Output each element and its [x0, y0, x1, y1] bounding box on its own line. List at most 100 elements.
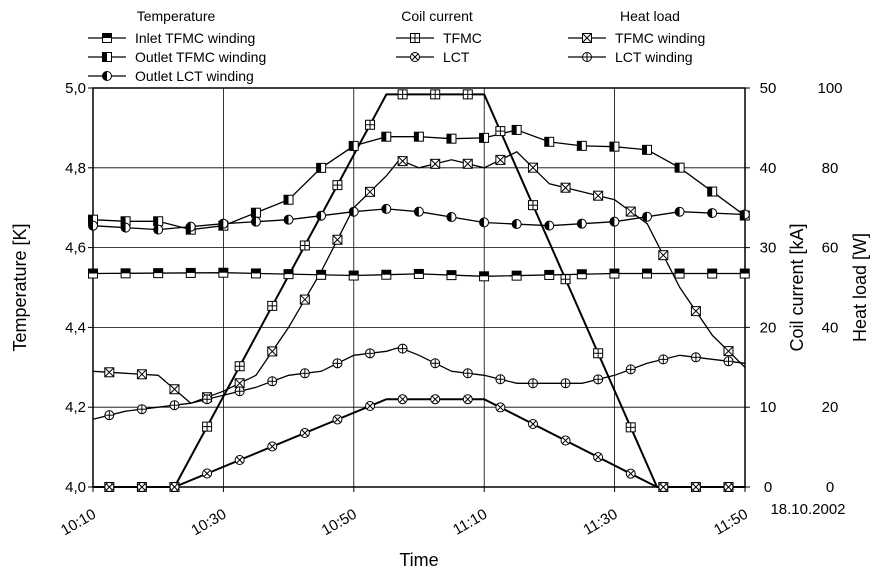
marker-inlet-tfmc-winding	[707, 268, 718, 279]
marker-lct	[397, 394, 408, 405]
x-tick-label: 10:50	[319, 506, 360, 539]
series-line-lct	[93, 398, 745, 488]
marker-inlet-tfmc-winding	[348, 270, 359, 281]
legend-label: Outlet LCT winding	[135, 68, 254, 84]
marker-tfmc	[365, 119, 376, 130]
marker-tfmc-winding-x2	[137, 369, 147, 380]
marker-tfmc-winding	[462, 158, 473, 169]
marker-lct	[169, 482, 180, 492]
marker-tfmc-winding-x2	[267, 346, 278, 357]
marker-inlet-tfmc-winding	[381, 269, 392, 280]
marker-outlet-lct-winding	[642, 211, 653, 222]
marker-inlet-tfmc-winding-fill	[121, 268, 131, 274]
marker-inlet-tfmc-winding	[642, 268, 653, 279]
marker-lct-winding	[397, 343, 408, 354]
marker-outlet-lct-winding-fill	[707, 208, 713, 218]
marker-tfmc	[267, 300, 278, 311]
marker-tfmc-winding	[332, 234, 343, 245]
marker-outlet-lct-winding-fill	[218, 219, 224, 229]
marker-outlet-lct-winding	[185, 221, 196, 232]
marker-lct-winding	[234, 386, 245, 397]
marker-lct-winding	[202, 394, 213, 405]
x-tick-label: 10:30	[188, 506, 229, 539]
marker-outlet-lct-winding	[120, 222, 131, 233]
marker-lct	[690, 482, 701, 492]
marker-lct	[527, 418, 538, 429]
marker-inlet-tfmc-winding-fill	[316, 270, 326, 275]
legend-marker-lct	[410, 52, 420, 62]
marker-outlet-tfmc-winding-fill	[349, 141, 354, 151]
date-label: 18.10.2002	[770, 501, 845, 518]
marker-tfmc-winding-x2	[723, 346, 734, 356]
marker-outlet-tfmc-winding	[153, 216, 164, 227]
marker-outlet-tfmc-winding	[413, 131, 424, 142]
marker-outlet-lct-winding	[674, 206, 685, 217]
marker-outlet-lct-winding	[707, 208, 718, 219]
marker-inlet-tfmc-winding-fill	[544, 270, 554, 275]
x-tick-label: 11:50	[711, 506, 751, 539]
marker-lct-x2	[203, 469, 211, 478]
marker-inlet-tfmc-winding-fill	[218, 268, 228, 273]
marker-lct-winding	[495, 374, 506, 385]
legend-label: LCT	[443, 49, 470, 65]
heat-tick-label: 40	[822, 319, 839, 336]
marker-outlet-lct-winding	[218, 218, 229, 229]
current-tick-label: 20	[760, 319, 777, 336]
marker-outlet-lct-winding-fill	[577, 219, 582, 229]
marker-lct-x2	[366, 402, 374, 410]
marker-lct-x2	[659, 483, 667, 491]
marker-tfmc-winding	[430, 158, 441, 169]
marker-outlet-tfmc-winding	[250, 207, 261, 218]
marker-outlet-lct-winding	[348, 206, 359, 217]
legend-marker-inlet-tfmc-winding-fill	[102, 33, 112, 38]
legend-label: LCT winding	[615, 49, 693, 65]
y-tick-label: 4,4	[65, 319, 86, 336]
legend: Temperature Inlet TFMC winding Outlet TFMC…	[88, 8, 705, 84]
marker-tfmc-winding	[495, 154, 506, 165]
marker-lct	[430, 394, 441, 405]
marker-tfmc-winding	[690, 306, 701, 317]
marker-lct-winding	[365, 348, 376, 359]
marker-lct	[332, 414, 343, 425]
marker-tfmc-winding	[136, 369, 147, 380]
legend-label: Inlet TFMC winding	[135, 30, 255, 46]
marker-lct-winding	[658, 354, 669, 365]
heat-tick-label: 100	[817, 80, 842, 97]
legend-marker-tfmc	[410, 33, 420, 43]
marker-tfmc-winding-x2	[625, 206, 636, 217]
plot-frame	[92, 87, 746, 488]
marker-tfmc-winding	[593, 190, 604, 201]
marker-tfmc	[430, 89, 441, 100]
marker-outlet-lct-winding	[479, 217, 490, 228]
marker-lct-x2	[692, 483, 700, 491]
temperature-axis-title: Temperature [K]	[10, 223, 30, 351]
x-tick-label: 11:30	[581, 506, 621, 539]
marker-inlet-tfmc-winding	[739, 268, 750, 279]
marker-lct-x2	[301, 429, 309, 437]
marker-inlet-tfmc-winding	[88, 268, 98, 279]
marker-outlet-tfmc-winding	[316, 162, 327, 173]
marker-tfmc-winding	[169, 384, 180, 395]
marker-tfmc-winding	[723, 346, 734, 357]
marker-inlet-tfmc-winding-fill	[609, 269, 619, 274]
marker-lct-x2	[105, 483, 113, 491]
current-tick-label: 0	[764, 479, 772, 496]
marker-tfmc-winding-x2	[691, 306, 701, 316]
y-tick-label: 4,0	[65, 479, 86, 496]
marker-outlet-lct-winding-fill	[544, 221, 550, 231]
marker-inlet-tfmc-winding-fill	[512, 271, 522, 276]
legend-marker-tfmc-winding	[582, 33, 592, 43]
marker-outlet-tfmc-winding-fill	[316, 163, 322, 173]
marker-tfmc-winding	[267, 346, 278, 357]
legend-group-title: Temperature	[137, 8, 216, 24]
marker-outlet-tfmc-winding-fill	[284, 195, 289, 205]
marker-inlet-tfmc-winding-fill	[349, 271, 359, 276]
marker-outlet-lct-winding-fill	[609, 217, 615, 227]
marker-inlet-tfmc-winding	[446, 270, 457, 281]
marker-lct-x2	[333, 416, 341, 424]
marker-lct-x2	[627, 470, 635, 478]
marker-lct-x2	[724, 483, 732, 491]
marker-outlet-lct-winding-fill	[512, 219, 517, 229]
marker-lct-x2	[529, 420, 537, 428]
marker-outlet-lct-winding-fill	[381, 204, 387, 214]
